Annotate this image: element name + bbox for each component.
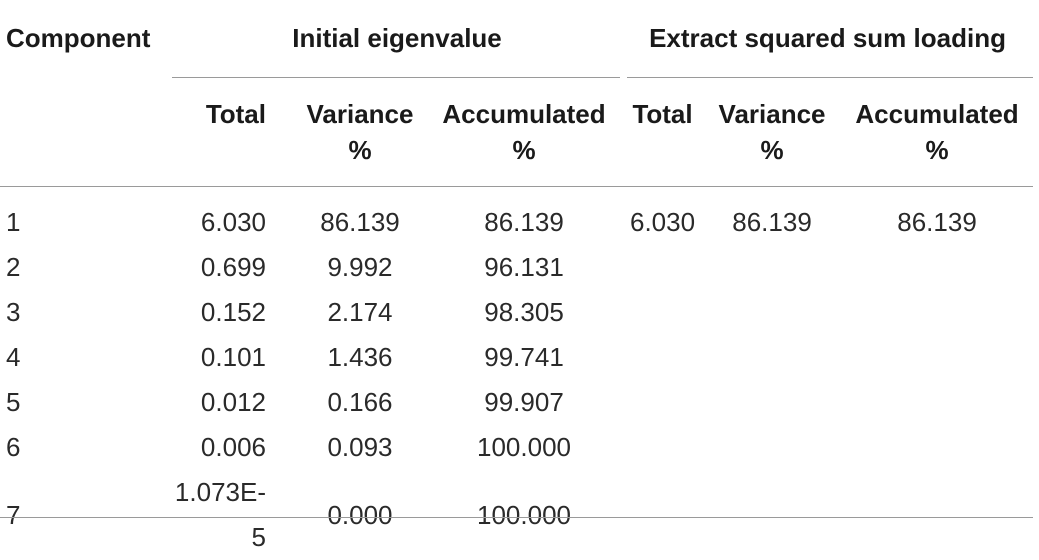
extract-loading-header: Extract squared sum loading — [649, 23, 1006, 53]
total-header: Total — [205, 99, 266, 129]
extract-accumulated-cell — [841, 245, 1033, 290]
component-cell: 6 — [6, 432, 21, 462]
variance-cell: 1.436 — [327, 342, 393, 372]
component-cell: 3 — [6, 297, 21, 327]
component-cell: 7 — [6, 499, 21, 530]
variance-cell: 86.139 — [320, 207, 400, 237]
extract-variance-cell — [703, 335, 841, 380]
extract-accumulated-cell: 86.139 — [897, 207, 977, 237]
extract-total-cell — [622, 335, 703, 380]
table-row: 1 6.030 86.139 86.139 6.030 86.139 86.13… — [0, 200, 1033, 245]
extract-loading-rule — [627, 77, 1033, 78]
empty-header-cell — [0, 76, 172, 186]
extract-variance-cell — [703, 290, 841, 335]
variance-cell: 0.166 — [327, 387, 393, 417]
extract-variance-cell — [703, 245, 841, 290]
component-cell: 5 — [6, 387, 21, 417]
extract-accumulated-cell — [841, 290, 1033, 335]
table-row: 3 0.152 2.174 98.305 — [0, 290, 1033, 335]
extract-variance-cell: 86.139 — [732, 207, 812, 237]
total-cell: 0.006 — [200, 432, 266, 462]
initial-eigenvalue-header: Initial eigenvalue — [292, 23, 502, 53]
variance-cell: 9.992 — [327, 252, 393, 282]
extract-variance-header: Variance% — [718, 99, 826, 165]
table-container: Component Initial eigenvalue Extract squ… — [0, 23, 1033, 552]
variance-header: Variance% — [306, 99, 414, 165]
extract-accumulated-cell — [841, 425, 1033, 470]
table-row: 5 0.012 0.166 99.907 — [0, 380, 1033, 425]
total-cell: 1.073E-5 — [174, 477, 266, 552]
table-row: 4 0.101 1.436 99.741 — [0, 335, 1033, 380]
group-header-row: Component Initial eigenvalue Extract squ… — [0, 0, 1033, 76]
extract-total-cell — [622, 245, 703, 290]
accumulated-header: Accumulated% — [442, 99, 606, 165]
extract-total-cell: 6.030 — [629, 207, 696, 237]
extract-total-cell — [622, 380, 703, 425]
accumulated-cell: 96.131 — [484, 252, 564, 282]
extract-accumulated-cell — [841, 335, 1033, 380]
total-cell: 6.030 — [200, 207, 266, 237]
extract-accumulated-cell — [841, 380, 1033, 425]
total-cell: 0.699 — [200, 252, 266, 282]
table-row: 7 1.073E-5 0.000 100.000 — [0, 470, 1033, 560]
total-cell: 0.152 — [200, 297, 266, 327]
initial-eigenvalue-rule — [172, 77, 620, 78]
extract-variance-cell — [703, 425, 841, 470]
accumulated-cell: 99.907 — [484, 387, 564, 417]
table-bottom-rule — [0, 517, 1033, 518]
accumulated-cell: 99.741 — [484, 342, 564, 372]
extract-total-cell — [622, 470, 703, 560]
header-bottom-rule — [0, 186, 1033, 187]
component-cell: 2 — [6, 252, 21, 282]
accumulated-cell: 98.305 — [484, 297, 564, 327]
extract-accumulated-cell — [841, 470, 1033, 560]
variance-cell: 0.093 — [327, 432, 393, 462]
total-cell: 0.101 — [200, 342, 266, 372]
accumulated-cell: 100.000 — [477, 432, 571, 462]
extract-variance-cell — [703, 470, 841, 560]
total-cell: 0.012 — [200, 387, 266, 417]
accumulated-cell: 100.000 — [477, 499, 571, 530]
component-cell: 1 — [6, 207, 21, 237]
component-cell: 4 — [6, 342, 21, 372]
extract-total-cell — [622, 290, 703, 335]
extract-total-header: Total — [632, 99, 693, 129]
extract-accumulated-header: Accumulated% — [855, 99, 1019, 165]
variance-cell: 0.000 — [327, 499, 393, 530]
sub-header-row: Total Variance% Accumulated% Total Varia… — [0, 76, 1033, 186]
table-row: 6 0.006 0.093 100.000 — [0, 425, 1033, 470]
accumulated-cell: 86.139 — [484, 207, 564, 237]
extract-total-cell — [622, 425, 703, 470]
component-header: Component — [6, 23, 151, 53]
table-row: 2 0.699 9.992 96.131 — [0, 245, 1033, 290]
variance-cell: 2.174 — [327, 297, 393, 327]
extract-variance-cell — [703, 380, 841, 425]
